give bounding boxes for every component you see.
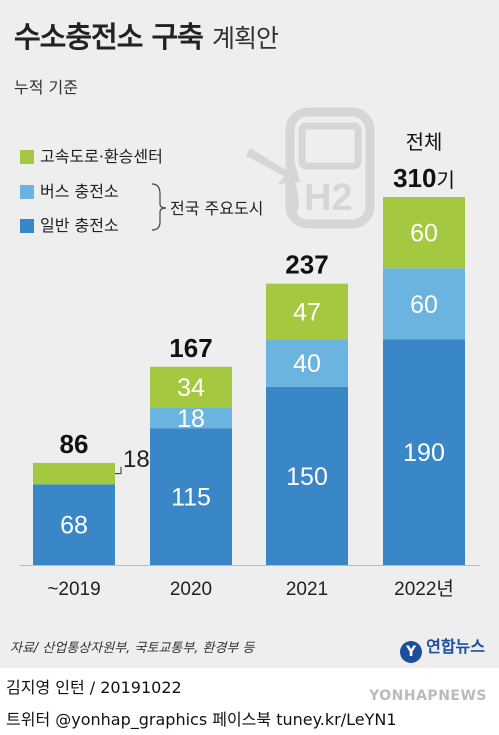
bar-segment [383, 268, 465, 340]
hydrogen-fuel-pump-icon: H2 [246, 107, 375, 229]
leader-line [115, 466, 122, 475]
bar-segment [383, 197, 465, 269]
bar-segment [266, 339, 348, 387]
tick-label: 2022년 [394, 578, 454, 600]
watermark: YONHAPNEWS [369, 688, 487, 704]
legend-item-highway: 고속도로·환승센터 [20, 143, 163, 167]
tick-label: 2021 [286, 579, 328, 600]
data-label: 18 [123, 446, 150, 473]
stacked-bar-chart: 68 18 86 ~2019 115 18 34 167 2020 150 40 47 237 2021 1… [20, 131, 480, 600]
bar-segment [33, 484, 115, 565]
chart-area: H2 수소충전소 구축 계획안 누적 기준 고속도로·환승센터 버스 충전소 일… [10, 14, 485, 663]
credits: 김지영 인턴 / 20191022 트위터 @yonhap_graphics 페… [0, 668, 499, 735]
data-label: 60 [410, 220, 438, 248]
data-label: 40 [293, 350, 321, 378]
data-label: 190 [403, 439, 445, 467]
page-title: 수소충전소 구축 계획안 [14, 14, 279, 56]
data-label: 60 [410, 291, 438, 319]
legend-label-general: 일반 충전소 [40, 216, 119, 235]
total-label: 86 [60, 429, 89, 459]
bar-segment [383, 339, 465, 565]
brand-name: 연합뉴스 [426, 637, 485, 656]
legend-label-bus: 버스 충전소 [40, 182, 119, 201]
bar-segment [33, 462, 115, 485]
yonhap-logo-icon: Y [400, 641, 423, 663]
bar-segment [150, 428, 232, 565]
tick-label: 2020 [170, 579, 212, 600]
title-suffix: 계획안 [211, 24, 279, 53]
legend-item-general: 일반 충전소 [20, 212, 119, 236]
legend-swatch-highway [20, 150, 34, 164]
social-line: 트위터 @yonhap_graphics 페이스북 tuney.kr/LeYN1 [6, 710, 397, 729]
total-label: 167 [169, 333, 212, 363]
bar-segment [266, 386, 348, 565]
legend-item-bus: 버스 충전소 [20, 178, 119, 202]
legend-group-note: 전국 주요도시 [170, 199, 264, 218]
bar-segment [150, 366, 232, 408]
total-label: 310기 [393, 163, 455, 193]
total-prefix-label: 전체 [406, 131, 443, 154]
source-note: 자료/ 산업통상자원부, 국토교통부, 환경부 등 [10, 641, 255, 656]
legend-swatch-bus [20, 185, 34, 199]
brand: Y 연합뉴스 [400, 633, 485, 663]
hydrogen-label: H2 [304, 177, 353, 219]
data-label: 34 [177, 374, 205, 402]
legend-label-highway: 고속도로·환승센터 [40, 147, 163, 166]
bar-segment [150, 407, 232, 429]
author-line: 김지영 인턴 / 20191022 [6, 678, 182, 697]
data-label: 18 [177, 405, 205, 433]
data-label: 47 [293, 299, 321, 327]
legend-swatch-general [20, 219, 34, 233]
bar-segment [266, 283, 348, 340]
subtitle: 누적 기준 [14, 78, 78, 97]
data-label: 115 [171, 484, 211, 512]
tick-label: ~2019 [47, 579, 100, 600]
total-label: 237 [285, 250, 328, 280]
data-label: 68 [60, 512, 88, 540]
title-main-text: 수소충전소 구축 [14, 20, 204, 54]
data-label: 150 [286, 463, 328, 491]
